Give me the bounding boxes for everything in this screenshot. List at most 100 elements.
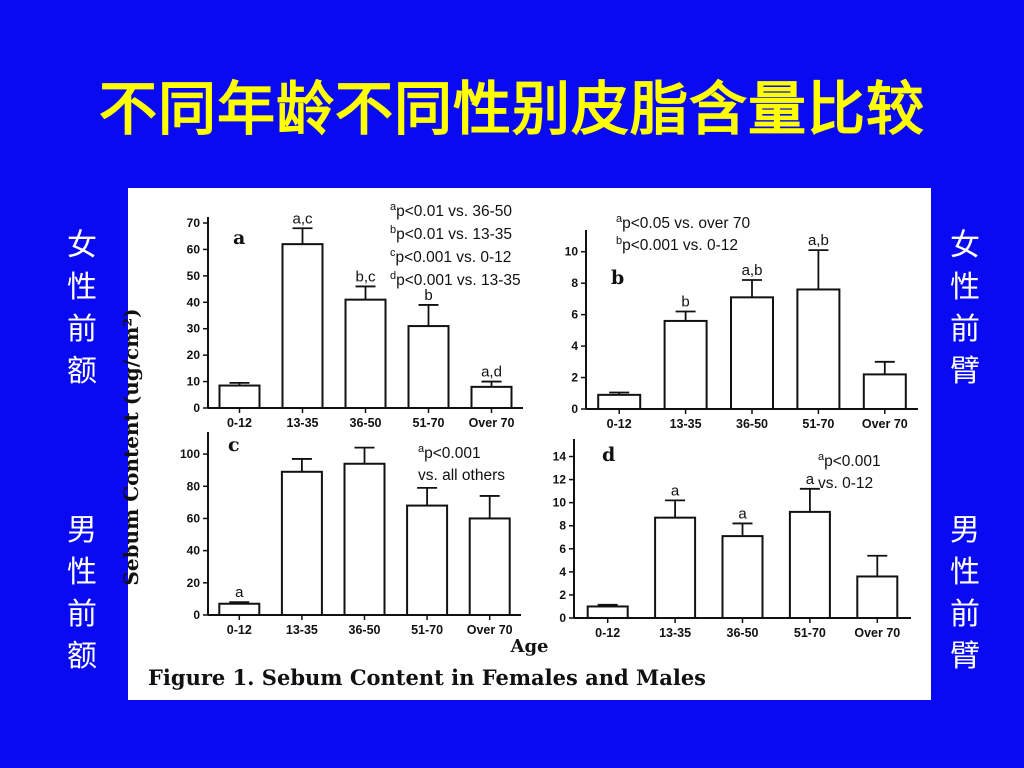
figure-panel: 0 10 20 30 40 50 60 70 0-12 13-35 a,c 36-50 b,c 51-70… — [119, 188, 931, 700]
panel-a-bar-label: b — [424, 287, 432, 304]
panel-c-letter: c — [228, 434, 240, 456]
panel-d-x-tick-label: Over 70 — [854, 626, 900, 640]
panel-a-x-tick-label: 36-50 — [350, 416, 382, 430]
panel-d-y-tick-label: 14 — [553, 450, 567, 464]
panel-a-y-tick-label: 30 — [187, 322, 201, 336]
panel-b-bar — [862, 373, 907, 410]
panel-a-bar — [470, 385, 513, 410]
panel-d-y-tick-label: 4 — [559, 565, 566, 579]
panel-a-note: cp<0.001 vs. 0-12 — [390, 247, 511, 266]
panel-c-bar — [406, 504, 449, 616]
label-female-forearm: 女性前臂 — [950, 228, 980, 389]
panel-d-bar-label: a — [806, 471, 815, 488]
panel-b-y-tick-label: 4 — [571, 339, 578, 353]
panel-d-bar — [586, 605, 629, 620]
panel-c-bar — [280, 470, 323, 617]
panel-c-x-tick-label: 51-70 — [411, 623, 443, 637]
panel-b-x-tick-label: 13-35 — [670, 417, 702, 431]
panel-a-bar — [281, 243, 324, 410]
panel-a-bar — [344, 298, 387, 409]
panel-a-bar — [218, 384, 261, 410]
panel-c-y-tick-label: 20 — [187, 576, 201, 590]
panel-d-x-tick-label: 13-35 — [659, 626, 691, 640]
panel-c-y-tick-label: 0 — [193, 608, 200, 622]
panel-b-bar — [730, 296, 774, 410]
panel-a-letter: a — [233, 227, 245, 249]
panel-b-letter: b — [611, 267, 624, 289]
panel-a-y-tick-label: 0 — [193, 401, 200, 415]
panel-a-y-tick-label: 50 — [187, 269, 201, 283]
panel-d-y-tick-label: 8 — [559, 519, 566, 533]
panel-c-bar — [218, 602, 261, 616]
panel-b-note: bp<0.001 vs. 0-12 — [616, 235, 738, 254]
panel-a-note: ap<0.01 vs. 36-50 — [390, 201, 512, 220]
panel-a-x-tick-label: Over 70 — [469, 416, 515, 430]
panel-a-bar-label: a,d — [481, 364, 502, 381]
panel-b-x-tick-label: 51-70 — [802, 417, 834, 431]
panel-b-note: ap<0.05 vs. over 70 — [616, 213, 750, 232]
panel-d-x-tick-label: 36-50 — [727, 626, 759, 640]
panel-a-x-tick-label: 0-12 — [227, 416, 252, 430]
panel-b-y-tick-label: 2 — [571, 371, 578, 385]
panel-b-bar — [663, 319, 708, 410]
panel-c-x-tick-label: 0-12 — [227, 623, 252, 637]
panel-a-y-tick-label: 70 — [187, 216, 201, 230]
panel-d-x-tick-label: 51-70 — [794, 626, 826, 640]
panel-b-x-tick-label: 36-50 — [736, 417, 768, 431]
panel-b-y-tick-label: 6 — [571, 308, 578, 322]
panel-a-x-tick-label: 51-70 — [413, 416, 445, 430]
panel-c-y-tick-label: 60 — [187, 511, 201, 525]
panel-a-y-tick-label: 10 — [187, 375, 201, 389]
panel-a-bar — [407, 325, 450, 409]
panel-a-note: dp<0.001 vs. 13-35 — [390, 270, 521, 289]
panel-d-letter: d — [602, 444, 615, 466]
panel-c-note: vs. all others — [418, 467, 505, 484]
x-axis-label: Age — [510, 636, 549, 657]
panel-a-note: bp<0.01 vs. 13-35 — [390, 224, 512, 243]
panel-b-bar — [796, 288, 841, 410]
panel-c-x-tick-label: 36-50 — [349, 623, 381, 637]
panel-c-note: ap<0.001 — [418, 443, 481, 462]
panel-d-bar — [788, 510, 831, 620]
panel-d-y-tick-label: 10 — [553, 496, 567, 510]
panel-a-y-tick-label: 20 — [187, 348, 201, 362]
panel-b-bar-label: a,b — [808, 232, 829, 249]
panel-d-bar-label: a — [738, 505, 747, 522]
y-axis-label: Sebum Content (ug/cm²) — [119, 308, 143, 586]
label-female-forehead: 女性前额 — [67, 228, 97, 389]
panel-c-bar — [343, 462, 386, 616]
panel-d-x-tick-label: 0-12 — [595, 626, 620, 640]
panel-d-note: vs. 0-12 — [818, 475, 873, 492]
panel-d-bar — [856, 575, 899, 620]
panel-c-x-tick-label: 13-35 — [286, 623, 318, 637]
panel-a-bar-label: a,c — [292, 210, 313, 227]
figure-caption: Figure 1. Sebum Content in Females and M… — [148, 665, 707, 690]
panel-b-bar — [597, 393, 642, 411]
panel-a-bar-label: b,c — [355, 268, 376, 285]
panel-b-bar-label: a,b — [742, 262, 763, 279]
panel-c-y-tick-label: 100 — [180, 447, 200, 461]
panel-b-y-tick-label: 10 — [565, 245, 579, 259]
label-male-forearm: 男性前臂 — [950, 513, 980, 674]
label-male-forehead: 男性前额 — [67, 513, 97, 674]
panel-d-bar — [654, 516, 697, 619]
panel-d-bar — [721, 535, 764, 620]
panel-a-y-tick-label: 40 — [187, 295, 201, 309]
panel-d-y-tick-label: 0 — [559, 611, 566, 625]
slide-title: 不同年龄不同性别皮脂含量比较 — [98, 75, 925, 143]
panel-d-bar-label: a — [671, 482, 680, 499]
panel-a-y-tick-label: 60 — [187, 242, 201, 256]
panel-c-y-tick-label: 80 — [187, 479, 201, 493]
panel-c-y-tick-label: 40 — [187, 544, 201, 558]
panel-b-x-tick-label: Over 70 — [862, 417, 908, 431]
panel-d-y-tick-label: 12 — [553, 473, 567, 487]
panel-b-bar-label: b — [681, 293, 689, 310]
panel-c-bar — [468, 517, 511, 617]
panel-c-x-tick-label: Over 70 — [467, 623, 513, 637]
panel-d-y-tick-label: 2 — [559, 588, 566, 602]
panel-c-bar-label: a — [235, 584, 244, 601]
panel-b-y-tick-label: 0 — [571, 402, 578, 416]
panel-b-x-tick-label: 0-12 — [607, 417, 632, 431]
panel-d-note: ap<0.001 — [818, 451, 881, 470]
